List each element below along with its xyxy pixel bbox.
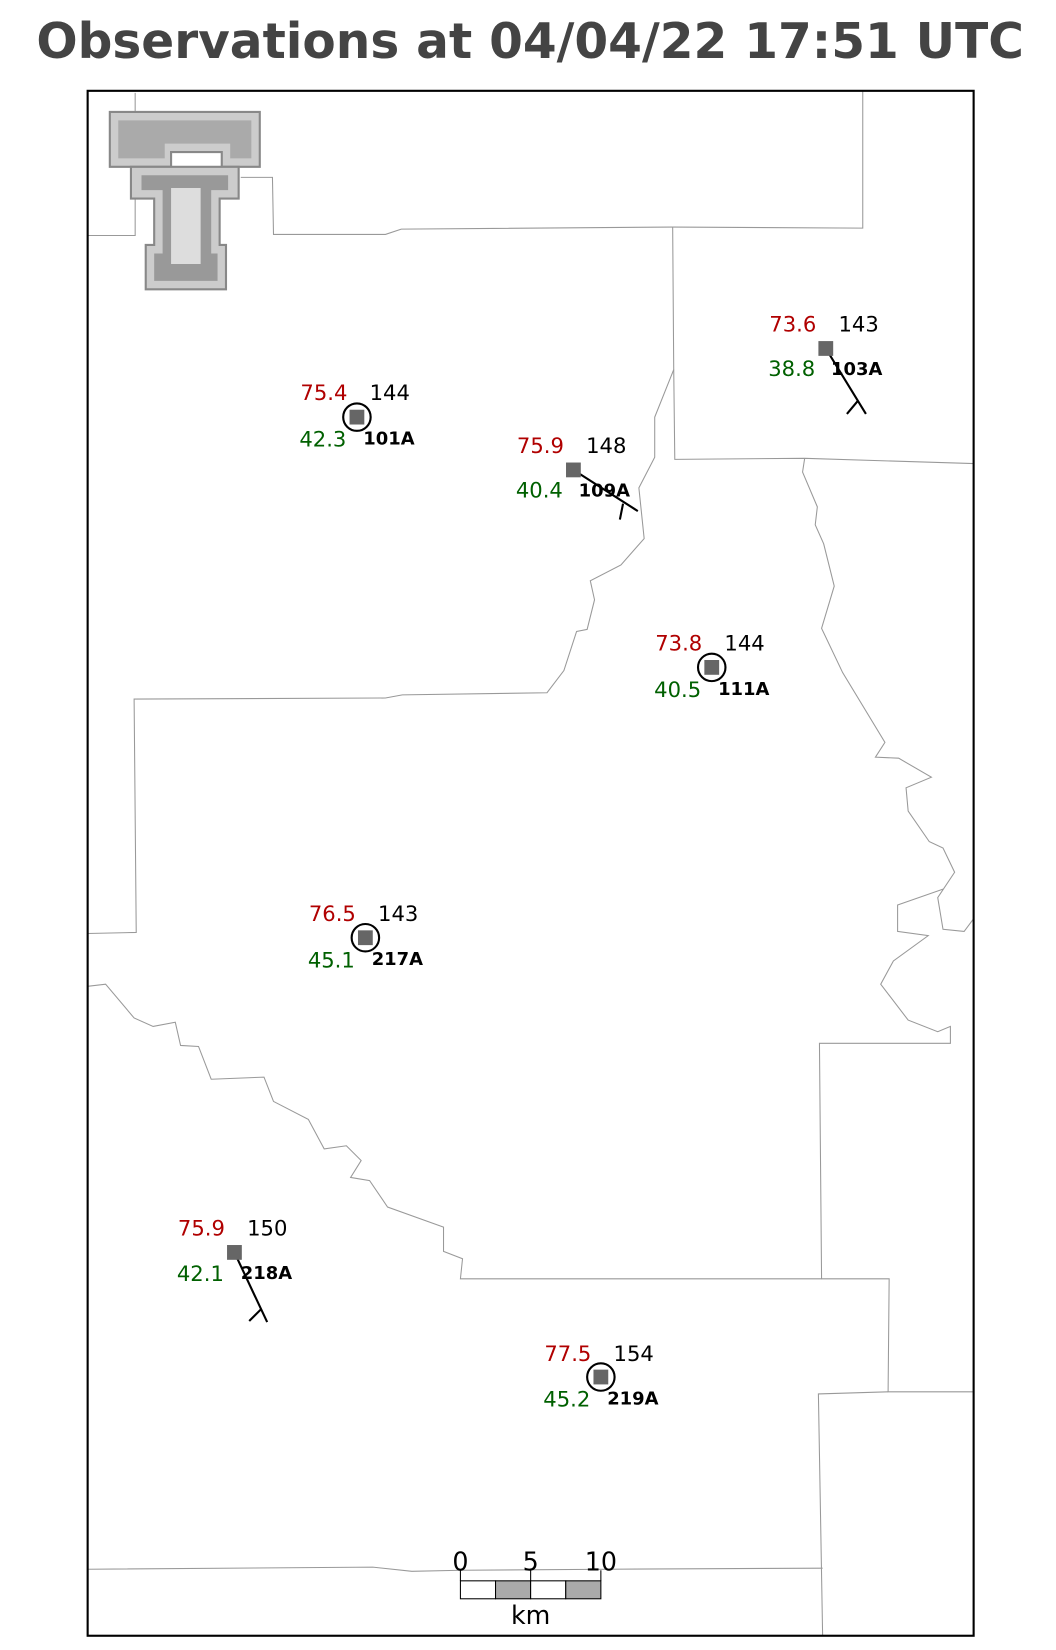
calm-circle [342,402,372,432]
station-id: 103A [831,359,882,380]
dewpoint: 40.5 [654,677,701,702]
station-marker [357,930,373,946]
temperature: 76.5 [309,901,356,926]
temperature: 75.4 [300,380,347,405]
pressure: 143 [838,312,878,337]
dewpoint: 45.1 [308,947,355,972]
station-id: 218A [241,1263,292,1284]
temperature: 77.5 [544,1341,591,1366]
dewpoint: 42.1 [177,1261,224,1286]
station-marker [593,1369,609,1385]
temperature: 73.8 [655,630,702,655]
map-frame [86,89,975,1637]
station: 76.5 143 45.1 217A [308,901,423,972]
station-marker [704,660,720,675]
station-id: 109A [579,480,630,501]
station-id: 217A [372,949,423,970]
wind-barb [233,1251,269,1323]
scale-segment [530,1580,567,1600]
station: 73.6 143 38.8 103A [768,312,883,415]
temperature: 75.9 [517,433,564,458]
station-id: 219A [607,1388,658,1409]
dewpoint: 45.2 [543,1387,590,1412]
scale-bar: 0 5 10 km [452,1546,617,1630]
title: Observations at 04/04/22 17:51 UTC [36,14,1024,70]
pressure: 154 [614,1341,654,1366]
pressure: 150 [247,1216,287,1241]
station: 73.8 144 40.5 111A [654,630,769,701]
scale-segment [459,1580,497,1600]
station: 75.9 148 40.4 109A [516,433,639,520]
wind-barb [824,347,867,415]
scale-label: 0 [452,1546,468,1576]
station-marker [227,1245,242,1260]
calm-circle [350,922,381,953]
station: 77.5 154 45.2 219A [543,1341,658,1411]
boundaries [87,90,975,1636]
scale-label: 5 [523,1546,539,1576]
pressure: 148 [586,433,626,458]
station-id: 101A [363,429,414,450]
scale-segment [565,1580,602,1600]
logo [108,110,261,291]
pressure: 144 [724,630,764,655]
station: 75.9 150 42.1 218A [177,1216,292,1323]
station-marker [818,341,834,356]
temperature: 75.9 [178,1216,225,1241]
station-id: 111A [718,679,769,700]
scale-unit: km [511,1600,550,1630]
scale-label: 10 [585,1546,617,1576]
calm-circle [586,1362,616,1392]
dewpoint: 42.3 [299,427,346,452]
dewpoint: 38.8 [768,356,815,381]
pressure: 144 [370,380,410,405]
station-marker [349,409,365,425]
dewpoint: 40.4 [516,477,563,502]
pressure: 143 [378,901,418,926]
station-marker [566,462,581,478]
scale-segment [495,1580,532,1600]
calm-circle [696,652,727,683]
station: 75.4 144 42.3 101A [299,380,414,451]
temperature: 73.6 [769,312,816,337]
wind-barb [572,469,639,520]
